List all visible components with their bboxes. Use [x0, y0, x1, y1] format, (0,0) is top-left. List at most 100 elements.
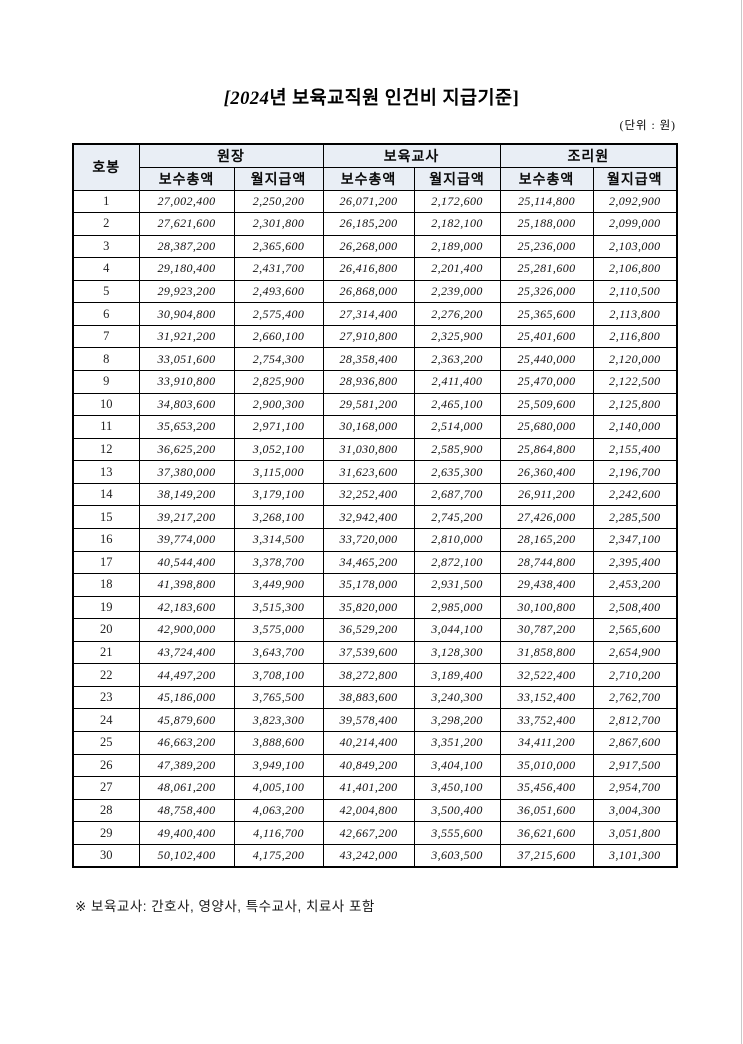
- value-cell: 2,931,500: [413, 573, 501, 597]
- value-cell: 3,450,100: [413, 776, 501, 800]
- value-cell: 27,314,400: [322, 302, 415, 326]
- value-cell: 37,539,600: [322, 640, 415, 665]
- value-cell: 32,522,400: [499, 663, 594, 687]
- grade-cell: 19: [72, 595, 140, 620]
- value-cell: 25,365,600: [499, 302, 594, 326]
- grade-cell: 5: [72, 279, 140, 304]
- table-row: 3 28,387,200 2,365,600 26,268,000 2,189,000 2…: [72, 234, 678, 259]
- value-cell: 2,565,600: [592, 618, 678, 642]
- value-cell: 28,358,400: [322, 347, 415, 371]
- table-row: 23 45,186,000 3,765,500 38,883,600 3,240,300…: [72, 685, 678, 710]
- table-header: 호봉 원장 보육교사 조리원 보수총액 월지급액 보수총액 월지급액 보수총액 …: [72, 143, 678, 191]
- value-cell: 25,114,800: [499, 189, 594, 214]
- value-cell: 3,101,300: [592, 843, 678, 868]
- value-cell: 3,404,100: [413, 753, 501, 778]
- value-cell: 2,411,400: [413, 370, 501, 394]
- group-header-cook: 조리원: [499, 143, 678, 168]
- value-cell: 27,910,800: [322, 324, 415, 349]
- value-cell: 2,710,200: [592, 663, 678, 687]
- value-cell: 3,004,300: [592, 798, 678, 823]
- value-cell: 39,774,000: [138, 527, 235, 552]
- table-row: 26 47,389,200 3,949,100 40,849,200 3,404,100…: [72, 753, 678, 778]
- grade-cell: 21: [72, 640, 140, 665]
- value-cell: 31,921,200: [138, 324, 235, 349]
- value-cell: 25,188,000: [499, 212, 594, 236]
- value-cell: 40,849,200: [322, 753, 415, 778]
- table-row: 5 29,923,200 2,493,600 26,868,000 2,239,000 2…: [72, 279, 678, 304]
- value-cell: 3,052,100: [233, 437, 324, 462]
- salary-table: 호봉 원장 보육교사 조리원 보수총액 월지급액 보수총액 월지급액 보수총액 …: [72, 143, 679, 868]
- value-cell: 26,185,200: [322, 212, 415, 236]
- value-cell: 2,196,700: [592, 460, 678, 484]
- value-cell: 29,923,200: [138, 279, 235, 304]
- value-cell: 2,971,100: [233, 415, 324, 439]
- value-cell: 2,189,000: [413, 234, 501, 259]
- value-cell: 2,363,200: [413, 347, 501, 371]
- value-cell: 2,810,000: [413, 527, 501, 552]
- value-cell: 30,787,200: [499, 618, 594, 642]
- value-cell: 25,680,000: [499, 415, 594, 439]
- value-cell: 2,825,900: [233, 370, 324, 394]
- value-cell: 48,061,200: [138, 776, 235, 800]
- value-cell: 25,236,000: [499, 234, 594, 259]
- value-cell: 2,575,400: [233, 302, 324, 326]
- value-cell: 37,215,600: [499, 843, 594, 868]
- value-cell: 38,883,600: [322, 685, 415, 710]
- grade-cell: 9: [72, 370, 140, 394]
- column-header-grade: 호봉: [72, 143, 140, 191]
- grade-cell: 3: [72, 234, 140, 259]
- table-row: 17 40,544,400 3,378,700 34,465,200 2,872,100…: [72, 550, 678, 575]
- page-title-year: [2024: [223, 89, 270, 109]
- group-header-teacher: 보육교사: [322, 143, 501, 168]
- value-cell: 2,201,400: [413, 257, 501, 281]
- table-row: 19 42,183,600 3,515,300 35,820,000 2,985,000…: [72, 595, 678, 620]
- unit-note: (단위 : 원): [619, 120, 676, 132]
- value-cell: 29,180,400: [138, 257, 235, 281]
- value-cell: 36,625,200: [138, 437, 235, 462]
- footnote: ※ 보육교사: 간호사, 영양사, 특수교사, 치료사 포함: [75, 899, 375, 914]
- sub-header-monthly-1: 월지급액: [233, 166, 324, 191]
- value-cell: 49,400,400: [138, 821, 235, 845]
- value-cell: 40,214,400: [322, 731, 415, 755]
- table-row: 27 48,061,200 4,005,100 41,401,200 3,450,100…: [72, 776, 678, 800]
- grade-cell: 15: [72, 505, 140, 529]
- value-cell: 3,240,300: [413, 685, 501, 710]
- page-right-edge: [741, 0, 742, 1044]
- value-cell: 34,803,600: [138, 392, 235, 417]
- value-cell: 45,879,600: [138, 708, 235, 732]
- value-cell: 32,942,400: [322, 505, 415, 529]
- value-cell: 3,708,100: [233, 663, 324, 687]
- value-cell: 25,509,600: [499, 392, 594, 417]
- value-cell: 26,416,800: [322, 257, 415, 281]
- table-row: 29 49,400,400 4,116,700 42,667,200 3,555,600…: [72, 821, 678, 845]
- table-row: 12 36,625,200 3,052,100 31,030,800 2,585,900…: [72, 437, 678, 462]
- value-cell: 3,575,000: [233, 618, 324, 642]
- value-cell: 3,128,300: [413, 640, 501, 665]
- value-cell: 33,051,600: [138, 347, 235, 371]
- grade-cell: 17: [72, 550, 140, 575]
- value-cell: 43,242,000: [322, 843, 415, 868]
- grade-cell: 11: [72, 415, 140, 439]
- value-cell: 2,654,900: [592, 640, 678, 665]
- value-cell: 2,113,800: [592, 302, 678, 326]
- value-cell: 33,752,400: [499, 708, 594, 732]
- value-cell: 2,745,200: [413, 505, 501, 529]
- grade-cell: 25: [72, 731, 140, 755]
- value-cell: 28,165,200: [499, 527, 594, 552]
- grade-cell: 4: [72, 257, 140, 281]
- value-cell: 42,900,000: [138, 618, 235, 642]
- value-cell: 47,389,200: [138, 753, 235, 778]
- value-cell: 2,103,000: [592, 234, 678, 259]
- page-title-text: 년 보육교직원 인건비 지급기준]: [269, 89, 520, 109]
- value-cell: 2,514,000: [413, 415, 501, 439]
- value-cell: 39,578,400: [322, 708, 415, 732]
- value-cell: 26,868,000: [322, 279, 415, 304]
- value-cell: 38,272,800: [322, 663, 415, 687]
- sub-header-row: 보수총액 월지급액 보수총액 월지급액 보수총액 월지급액: [73, 166, 678, 191]
- table-row: 6 30,904,800 2,575,400 27,314,400 2,276,200 2…: [72, 302, 678, 326]
- grade-cell: 16: [72, 527, 140, 552]
- value-cell: 25,864,800: [499, 437, 594, 462]
- value-cell: 43,724,400: [138, 640, 235, 665]
- value-cell: 36,051,600: [499, 798, 594, 823]
- value-cell: 2,116,800: [592, 324, 678, 349]
